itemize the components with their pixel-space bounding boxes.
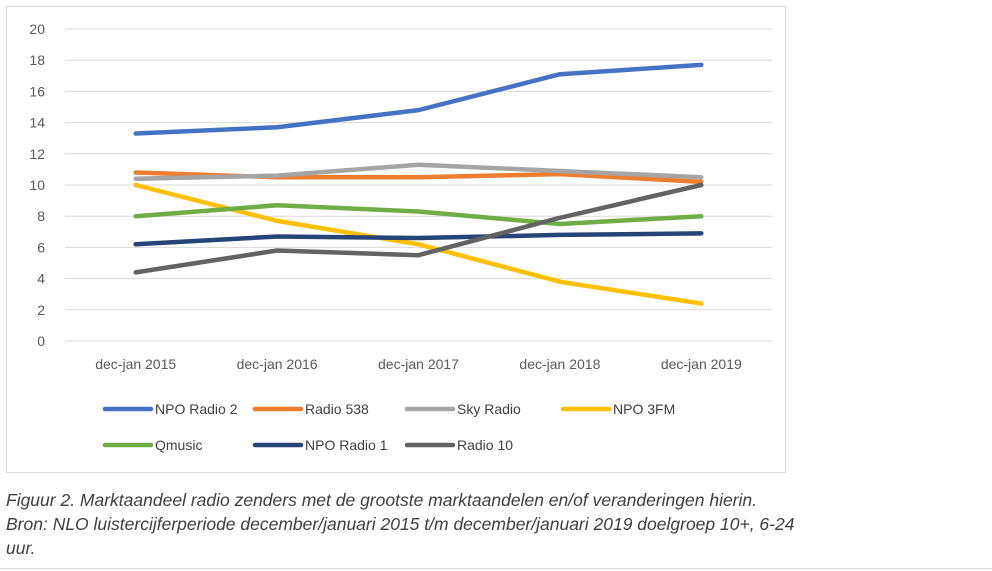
y-tick-label: 10 — [29, 177, 45, 193]
y-tick-label: 4 — [37, 271, 45, 287]
y-tick-label: 16 — [29, 83, 45, 99]
series-line-qmusic — [133, 203, 704, 227]
caption-line-1: Figuur 2. Marktaandeel radio zenders met… — [6, 490, 757, 510]
y-tick-label: 18 — [29, 52, 45, 68]
caption-line-3: uur. — [6, 538, 36, 558]
legend-label: Radio 10 — [457, 437, 513, 453]
legend-label: NPO 3FM — [613, 401, 675, 417]
y-tick-label: 14 — [29, 115, 45, 131]
y-tick-label: 2 — [37, 302, 45, 318]
divider — [0, 568, 992, 569]
x-tick-label: dec-jan 2016 — [237, 356, 318, 372]
legend-label: Qmusic — [155, 437, 202, 453]
y-tick-label: 8 — [37, 208, 45, 224]
legend-label: NPO Radio 1 — [305, 437, 388, 453]
figure-caption: Figuur 2. Marktaandeel radio zenders met… — [6, 488, 986, 560]
line-chart: 0 2 4 6 8 10 12 14 16 18 20 dec-jan 2015 dec-jan 201… — [29, 21, 772, 453]
y-tick-label: 12 — [29, 146, 45, 162]
legend-label: Radio 538 — [305, 401, 369, 417]
y-tick-label: 6 — [37, 239, 45, 255]
x-tick-label: dec-jan 2019 — [661, 356, 742, 372]
caption-line-2: Bron: NLO luistercijferperiode december/… — [6, 514, 795, 534]
x-tick-label: dec-jan 2015 — [95, 356, 176, 372]
chart-frame: 0 2 4 6 8 10 12 14 16 18 20 dec-jan 2015 dec-jan 201… — [6, 6, 786, 473]
y-tick-label: 20 — [29, 21, 45, 37]
series-line-radio-10 — [133, 182, 704, 275]
x-tick-label: dec-jan 2017 — [378, 356, 459, 372]
series-line-npo-radio-2 — [133, 62, 704, 136]
y-tick-label: 0 — [37, 333, 45, 349]
x-tick-label: dec-jan 2018 — [519, 356, 600, 372]
legend-label: Sky Radio — [457, 401, 521, 417]
legend-label: NPO Radio 2 — [155, 401, 238, 417]
